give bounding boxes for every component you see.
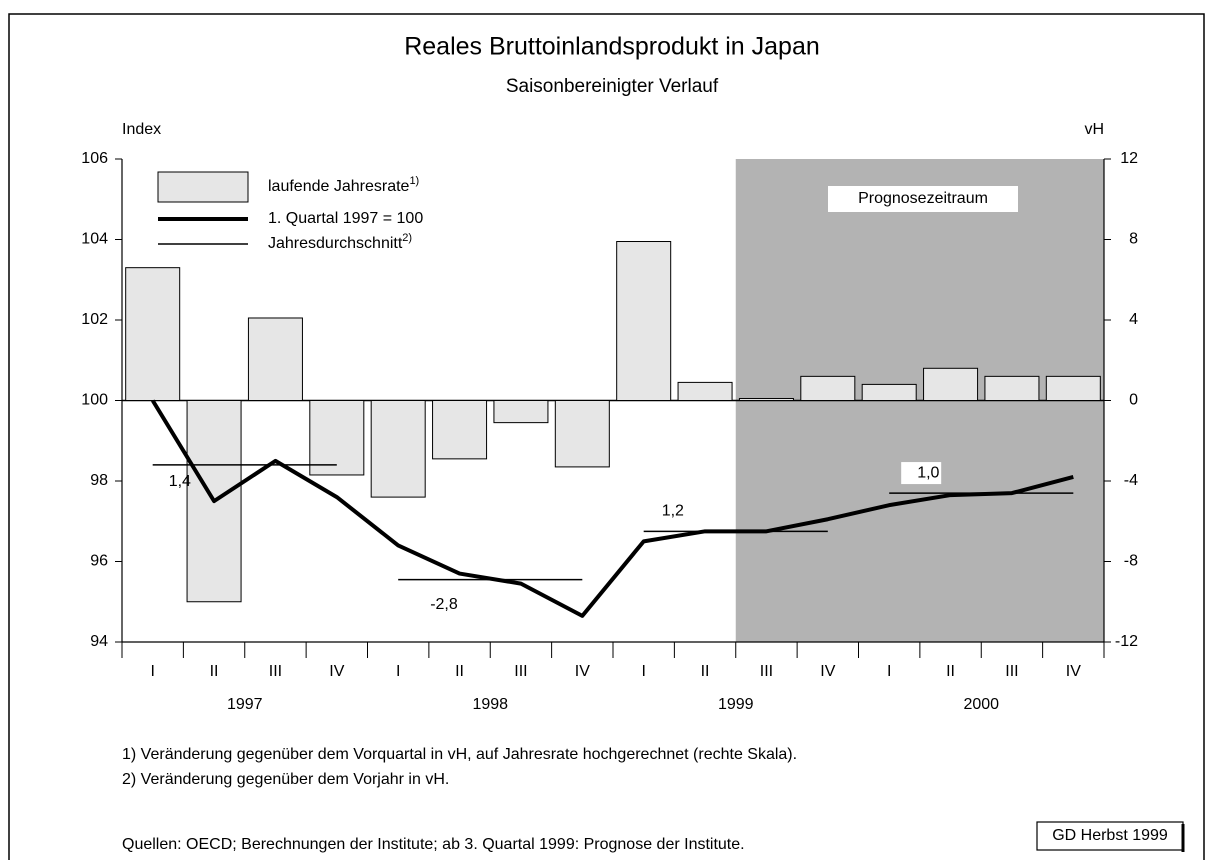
x-tick-label: IV [329,663,344,680]
year-label: 1997 [227,696,263,713]
legend-label: laufende Jahresrate1) [268,175,419,195]
bar [554,400,610,468]
chart-title: Reales Bruttoinlandsprodukt in Japan [404,33,820,61]
x-tick-label: III [514,663,527,680]
y2-tick-label: 0 [1129,392,1138,409]
y2-tick-label: 12 [1120,150,1138,167]
legend-note: 2) [402,232,412,244]
y-tick-label: 94 [90,633,108,650]
legend-label: 1. Quartal 1997 = 100 [268,210,423,227]
x-tick-label: IV [1066,663,1081,680]
legend-text: 1. Quartal 1997 = 100 [268,210,423,227]
bar [677,381,733,402]
index-line [150,399,1074,618]
legend-text: Jahresdurchschnitt [268,235,403,252]
footnote: 1) Veränderung gegenüber dem Vorquartal … [122,746,797,763]
x-tick-label: I [641,663,645,680]
y2-axis-label: vH [1084,121,1104,138]
year-label: 1998 [472,696,508,713]
x-tick-label: I [150,663,154,680]
forecast-label-box [828,186,1018,212]
x-tick-label: III [1005,663,1018,680]
bar [125,267,181,401]
legend-note: 1) [409,175,419,187]
average-label-box [901,462,942,485]
bar [923,367,979,401]
x-tick-label: IV [820,663,835,680]
legend-label: Jahresdurchschnitt2) [268,232,412,252]
average-label: 1,2 [662,503,684,520]
x-tick-label: II [701,663,710,680]
x-tick-label: II [455,663,464,680]
badge: GD Herbst 1999 [1052,827,1168,844]
forecast-label: Prognosezeitraum [858,190,988,207]
bar [738,397,794,401]
bar [493,400,549,424]
bar [861,383,917,401]
x-tick-label: III [760,663,773,680]
source: Quellen: OECD; Berechnungen der Institut… [122,836,745,853]
x-tick-label: II [946,663,955,680]
bar [186,400,242,603]
y-tick-label: 104 [81,231,108,248]
average-label: -2,8 [430,596,458,613]
y-tick-label: 98 [90,472,108,489]
y2-tick-label: -4 [1124,472,1138,489]
legend-text: laufende Jahresrate [268,178,410,195]
bar [309,400,365,476]
bar [370,400,426,498]
x-tick-label: IV [575,663,590,680]
bar [800,375,856,402]
bar [984,375,1040,402]
average-label: 1,4 [169,473,191,490]
x-tick-label: II [210,663,219,680]
legend-swatch [157,171,249,203]
bar [432,400,488,460]
frame [8,13,1205,860]
bar [1045,375,1101,402]
bar [616,241,672,401]
y2-tick-label: -12 [1115,633,1138,650]
footnote: 2) Veränderung gegenüber dem Vorjahr in … [122,771,449,788]
y2-tick-label: 8 [1129,231,1138,248]
year-label: 1999 [718,696,754,713]
bar [247,317,303,401]
y-tick-label: 100 [81,392,108,409]
y-tick-label: 96 [90,553,108,570]
y-axis-label: Index [122,121,161,138]
average-label: 1,0 [917,464,939,481]
y2-tick-label: -8 [1124,553,1138,570]
x-tick-label: I [396,663,400,680]
chart-subtitle: Saisonbereinigter Verlauf [506,76,719,97]
year-label: 2000 [963,696,999,713]
x-tick-label: III [269,663,282,680]
y-tick-label: 106 [81,150,108,167]
y2-tick-label: 4 [1129,311,1138,328]
y-tick-label: 102 [81,311,108,328]
x-tick-label: I [887,663,891,680]
